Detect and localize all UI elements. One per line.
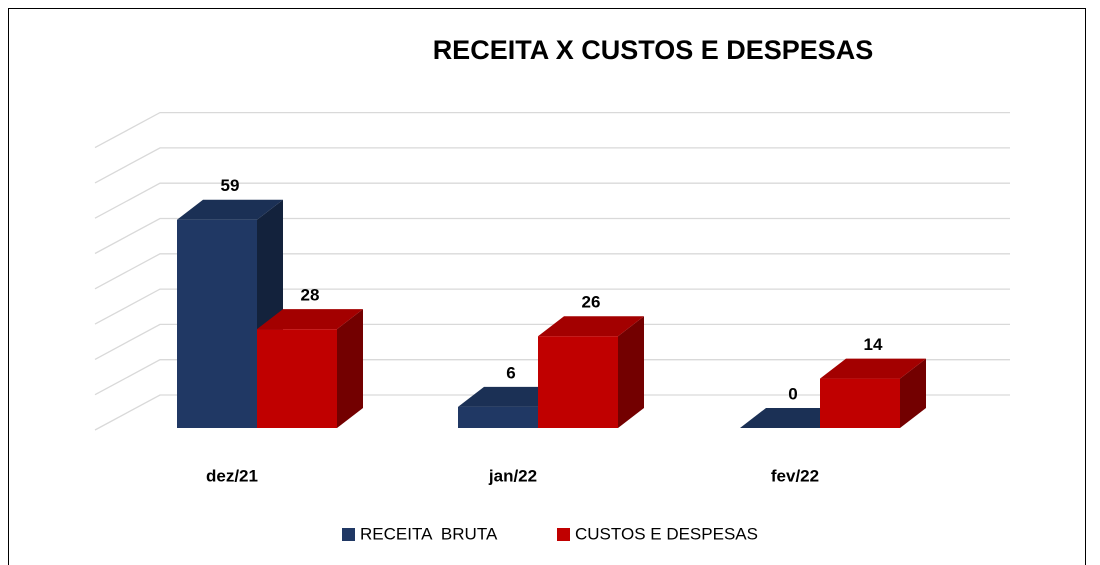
bar-top — [538, 316, 644, 337]
bar-top — [820, 358, 926, 379]
bar-side — [337, 309, 363, 428]
grid-line — [94, 323, 1010, 360]
data-label: 0 — [788, 384, 797, 403]
data-label: 28 — [301, 286, 320, 305]
grid-line — [94, 147, 1010, 184]
chart-title: RECEITA X CUSTOS E DESPESAS — [433, 35, 874, 65]
bar — [820, 378, 900, 428]
grid-line — [94, 253, 1010, 290]
bar — [257, 329, 337, 428]
x-tick-label: dez/21 — [206, 466, 258, 485]
x-tick-label: fev/22 — [771, 466, 819, 485]
grid-line — [94, 182, 1010, 219]
legend-label: CUSTOS E DESPESAS — [575, 524, 758, 543]
chart-frame — [8, 8, 1086, 565]
bar-top — [177, 199, 283, 220]
grid-line — [94, 288, 1010, 325]
data-label: 59 — [221, 176, 240, 195]
bar — [177, 219, 257, 428]
grid-line — [94, 359, 1010, 396]
data-label: 26 — [582, 293, 601, 312]
legend-label: RECEITA BRUTA — [360, 524, 498, 543]
data-label: 6 — [506, 363, 515, 382]
grid-line — [94, 111, 1010, 149]
bar-top — [257, 309, 363, 330]
bar-side — [618, 316, 644, 428]
bar-top — [458, 386, 564, 407]
legend-swatch — [342, 528, 355, 541]
grid-line — [94, 217, 1010, 255]
grid-line — [94, 394, 1010, 431]
data-label: 14 — [864, 335, 883, 354]
bar-top — [740, 408, 846, 428]
bar — [458, 406, 538, 428]
x-tick-label: jan/22 — [488, 466, 537, 485]
bar — [538, 336, 618, 428]
bar-side — [900, 358, 926, 428]
legend-swatch — [557, 528, 570, 541]
